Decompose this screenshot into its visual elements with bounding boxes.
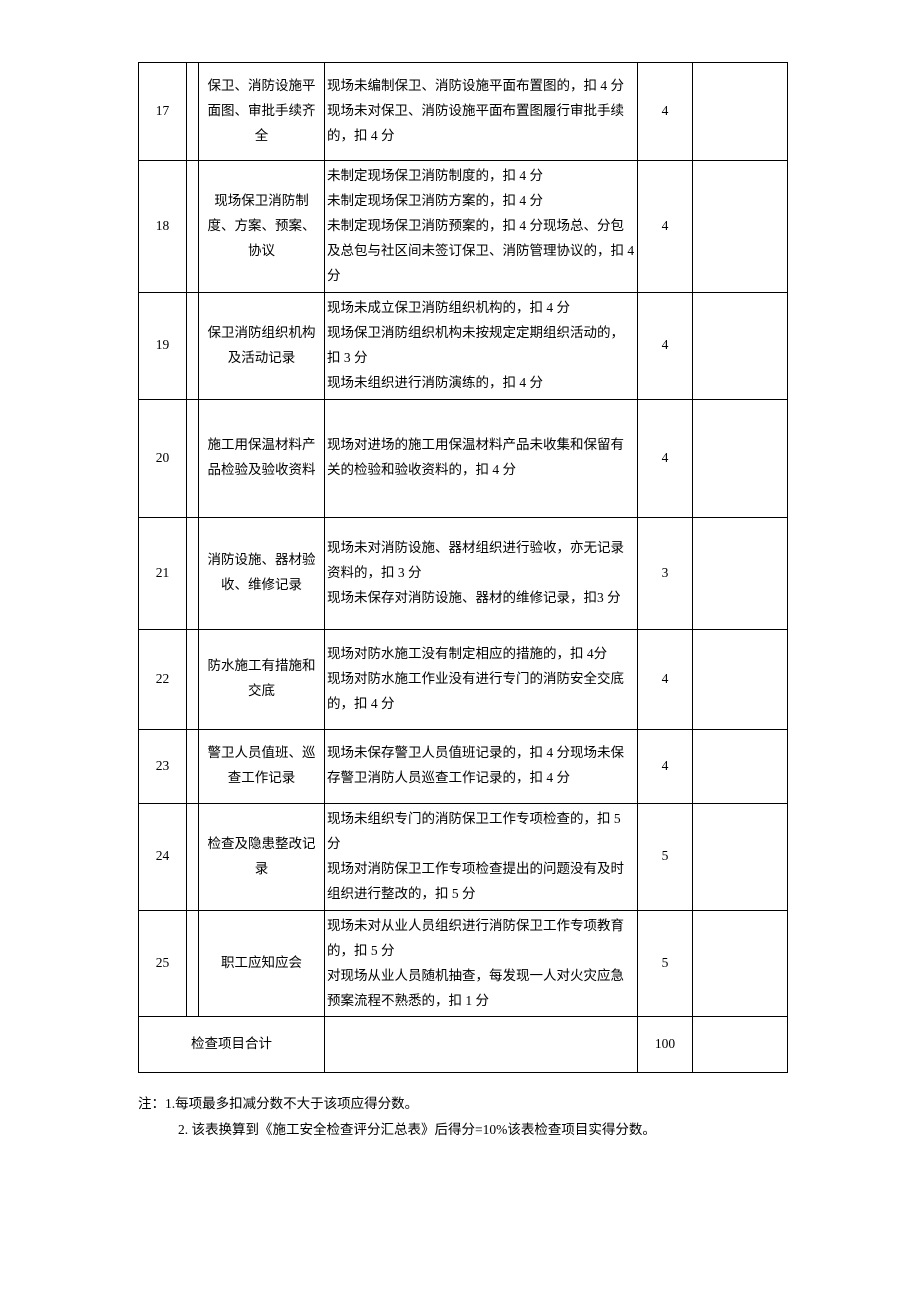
row-spacer — [187, 161, 199, 293]
table-row: 19保卫消防组织机构及活动记录现场未成立保卫消防组织机构的，扣 4 分现场保卫消… — [139, 292, 788, 399]
total-blank — [693, 1017, 788, 1073]
table-row: 25职工应知应会现场未对从业人员组织进行消防保卫工作专项教育的，扣 5 分对现场… — [139, 910, 788, 1017]
row-number: 25 — [139, 910, 187, 1017]
row-number: 20 — [139, 399, 187, 517]
total-label: 检查项目合计 — [139, 1017, 325, 1073]
row-spacer — [187, 629, 199, 729]
table-row: 18现场保卫消防制度、方案、预案、协议未制定现场保卫消防制度的，扣 4 分未制定… — [139, 161, 788, 293]
row-score: 5 — [638, 910, 693, 1017]
row-description: 现场对防水施工没有制定相应的措施的，扣 4分现场对防水施工作业没有进行专门的消防… — [325, 629, 638, 729]
row-description: 现场未保存警卫人员值班记录的，扣 4 分现场未保存警卫消防人员巡查工作记录的，扣… — [325, 729, 638, 803]
row-number: 23 — [139, 729, 187, 803]
row-item: 消防设施、器材验收、维修记录 — [199, 517, 325, 629]
row-score: 4 — [638, 629, 693, 729]
row-score: 4 — [638, 161, 693, 293]
table-row: 23警卫人员值班、巡查工作记录现场未保存警卫人员值班记录的，扣 4 分现场未保存… — [139, 729, 788, 803]
row-number: 17 — [139, 63, 187, 161]
row-number: 24 — [139, 803, 187, 910]
row-number: 22 — [139, 629, 187, 729]
table-row: 20施工用保温材料产品检验及验收资料现场对进场的施工用保温材料产品未收集和保留有… — [139, 399, 788, 517]
total-desc — [325, 1017, 638, 1073]
row-blank — [693, 517, 788, 629]
row-blank — [693, 399, 788, 517]
table-row: 22防水施工有措施和交底现场对防水施工没有制定相应的措施的，扣 4分现场对防水施… — [139, 629, 788, 729]
row-score: 4 — [638, 729, 693, 803]
row-score: 5 — [638, 803, 693, 910]
note-2: 2. 该表换算到《施工安全检查评分汇总表》后得分=10%该表检查项目实得分数。 — [138, 1117, 788, 1143]
row-blank — [693, 292, 788, 399]
row-blank — [693, 729, 788, 803]
row-description: 现场未成立保卫消防组织机构的，扣 4 分现场保卫消防组织机构未按规定定期组织活动… — [325, 292, 638, 399]
row-number: 18 — [139, 161, 187, 293]
row-spacer — [187, 729, 199, 803]
row-number: 19 — [139, 292, 187, 399]
row-spacer — [187, 517, 199, 629]
row-description: 现场未对消防设施、器材组织进行验收，亦无记录资料的，扣 3 分现场未保存对消防设… — [325, 517, 638, 629]
row-blank — [693, 63, 788, 161]
total-score: 100 — [638, 1017, 693, 1073]
table-row: 21消防设施、器材验收、维修记录现场未对消防设施、器材组织进行验收，亦无记录资料… — [139, 517, 788, 629]
row-description: 未制定现场保卫消防制度的，扣 4 分未制定现场保卫消防方案的，扣 4 分未制定现… — [325, 161, 638, 293]
row-item: 职工应知应会 — [199, 910, 325, 1017]
row-item: 现场保卫消防制度、方案、预案、协议 — [199, 161, 325, 293]
row-blank — [693, 803, 788, 910]
inspection-table: 17保卫、消防设施平面图、审批手续齐全现场未编制保卫、消防设施平面布置图的，扣 … — [138, 62, 788, 1073]
row-item: 警卫人员值班、巡查工作记录 — [199, 729, 325, 803]
row-item: 施工用保温材料产品检验及验收资料 — [199, 399, 325, 517]
row-description: 现场未对从业人员组织进行消防保卫工作专项教育的，扣 5 分对现场从业人员随机抽查… — [325, 910, 638, 1017]
row-blank — [693, 161, 788, 293]
row-item: 检查及隐患整改记录 — [199, 803, 325, 910]
footer-notes: 注：1.每项最多扣减分数不大于该项应得分数。 2. 该表换算到《施工安全检查评分… — [138, 1091, 788, 1142]
row-spacer — [187, 399, 199, 517]
row-description: 现场未组织专门的消防保卫工作专项检查的，扣 5 分现场对消防保卫工作专项检查提出… — [325, 803, 638, 910]
row-spacer — [187, 292, 199, 399]
row-item: 保卫消防组织机构及活动记录 — [199, 292, 325, 399]
row-blank — [693, 910, 788, 1017]
row-score: 4 — [638, 399, 693, 517]
table-row: 24检查及隐患整改记录现场未组织专门的消防保卫工作专项检查的，扣 5 分现场对消… — [139, 803, 788, 910]
table-total-row: 检查项目合计 100 — [139, 1017, 788, 1073]
row-description: 现场未编制保卫、消防设施平面布置图的，扣 4 分现场未对保卫、消防设施平面布置图… — [325, 63, 638, 161]
row-item: 保卫、消防设施平面图、审批手续齐全 — [199, 63, 325, 161]
row-score: 3 — [638, 517, 693, 629]
row-score: 4 — [638, 292, 693, 399]
row-spacer — [187, 803, 199, 910]
row-blank — [693, 629, 788, 729]
row-number: 21 — [139, 517, 187, 629]
row-spacer — [187, 910, 199, 1017]
row-item: 防水施工有措施和交底 — [199, 629, 325, 729]
row-description: 现场对进场的施工用保温材料产品未收集和保留有关的检验和验收资料的，扣 4 分 — [325, 399, 638, 517]
table-row: 17保卫、消防设施平面图、审批手续齐全现场未编制保卫、消防设施平面布置图的，扣 … — [139, 63, 788, 161]
row-score: 4 — [638, 63, 693, 161]
row-spacer — [187, 63, 199, 161]
note-1: 注：1.每项最多扣减分数不大于该项应得分数。 — [138, 1091, 788, 1117]
